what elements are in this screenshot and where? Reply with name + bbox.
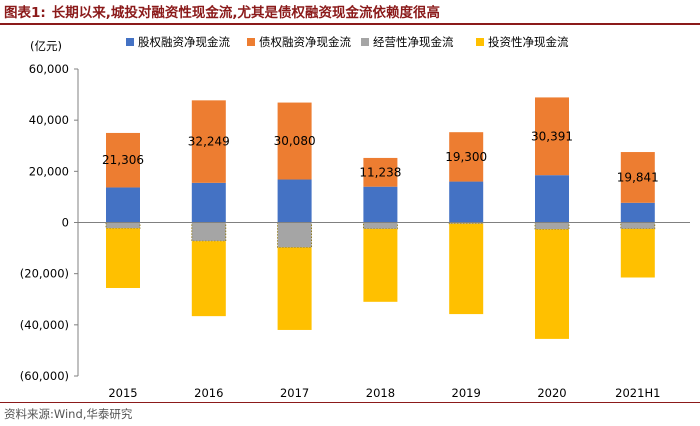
x-tick-label-2021H1: 2021H1 — [615, 386, 660, 400]
bar-equity-2015 — [106, 187, 140, 223]
chart-title-text: 长期以来,城投对融资性现金流,尤其是债权融资现金流依赖度很高 — [51, 5, 441, 21]
legend-swatch-operating — [361, 38, 369, 46]
bar-investing-2016 — [191, 241, 226, 317]
bar-debt-2015 — [106, 132, 140, 188]
legend-swatch-equity — [126, 38, 134, 46]
bar-debt-2019 — [449, 132, 484, 182]
y-tick-label: 60,000 — [29, 62, 69, 76]
x-tick-label-2019: 2019 — [452, 386, 481, 400]
legend-label-debt: 债权融资净现金流 — [259, 35, 351, 49]
data-label-2015: 21,306 — [102, 153, 144, 167]
data-label-2021H1: 19,841 — [617, 170, 659, 184]
bar-equity-2021H1 — [620, 202, 655, 223]
bar-equity-2019 — [449, 181, 484, 223]
legend-swatch-debt — [247, 38, 255, 46]
bar-investing-2015 — [106, 228, 140, 288]
bar-operating-2017 — [277, 222, 313, 248]
x-tick-label-2018: 2018 — [366, 386, 395, 400]
bar-operating-2021H1 — [620, 222, 656, 230]
x-tick-label-2015: 2015 — [108, 386, 137, 400]
source-note: 资料来源:Wind,华泰研究 — [4, 407, 133, 421]
bar-debt-2016 — [191, 100, 226, 183]
bar-investing-2020 — [535, 229, 569, 339]
y-tick-label: (60,000) — [20, 369, 69, 383]
chart-title: 图表1: 长期以来,城投对融资性现金流,尤其是债权融资现金流依赖度很高 — [4, 1, 440, 21]
y-tick-label: 20,000 — [29, 164, 69, 178]
y-tick-label: 40,000 — [29, 113, 69, 127]
y-tick-label: (20,000) — [20, 267, 69, 281]
legend-label-equity: 股权融资净现金流 — [138, 35, 230, 49]
x-tick-label-2017: 2017 — [280, 386, 309, 400]
bar-operating-2015 — [105, 222, 141, 229]
bar-operating-2016 — [191, 222, 227, 242]
y-tick-label: (40,000) — [20, 318, 69, 332]
bar-debt-2017 — [277, 102, 312, 180]
data-label-2016: 32,249 — [188, 135, 230, 149]
bar-debt-2021H1 — [620, 152, 655, 203]
legend-label-investing: 投资性净现金流 — [488, 35, 569, 49]
bar-debt-2020 — [535, 97, 569, 176]
bar-debt-2018 — [363, 157, 398, 187]
data-label-2017: 30,080 — [274, 134, 316, 148]
bar-operating-2020 — [534, 222, 570, 230]
title-rule — [0, 23, 700, 25]
x-tick-label-2020: 2020 — [537, 386, 566, 400]
data-label-2019: 19,300 — [445, 150, 487, 164]
bar-investing-2018 — [363, 228, 398, 302]
bar-operating-2018 — [362, 222, 398, 230]
bar-investing-2017 — [277, 247, 312, 330]
data-label-2018: 11,238 — [359, 165, 401, 179]
bar-investing-2019 — [449, 223, 484, 315]
footer-rule — [0, 402, 700, 403]
data-label-2020: 30,391 — [531, 129, 573, 143]
bar-equity-2016 — [191, 182, 226, 223]
legend-label-operating: 经营性净现金流 — [373, 35, 454, 49]
legend-swatch-investing — [476, 38, 484, 46]
bar-investing-2021H1 — [620, 228, 655, 278]
x-tick-label-2016: 2016 — [194, 386, 223, 400]
bar-equity-2020 — [535, 175, 569, 223]
chart-title-prefix: 图表1: — [4, 5, 46, 21]
y-axis-unit-label: (亿元) — [30, 39, 62, 53]
bar-equity-2018 — [363, 186, 398, 223]
bar-equity-2017 — [277, 179, 312, 223]
y-tick-label: 0 — [62, 216, 69, 230]
